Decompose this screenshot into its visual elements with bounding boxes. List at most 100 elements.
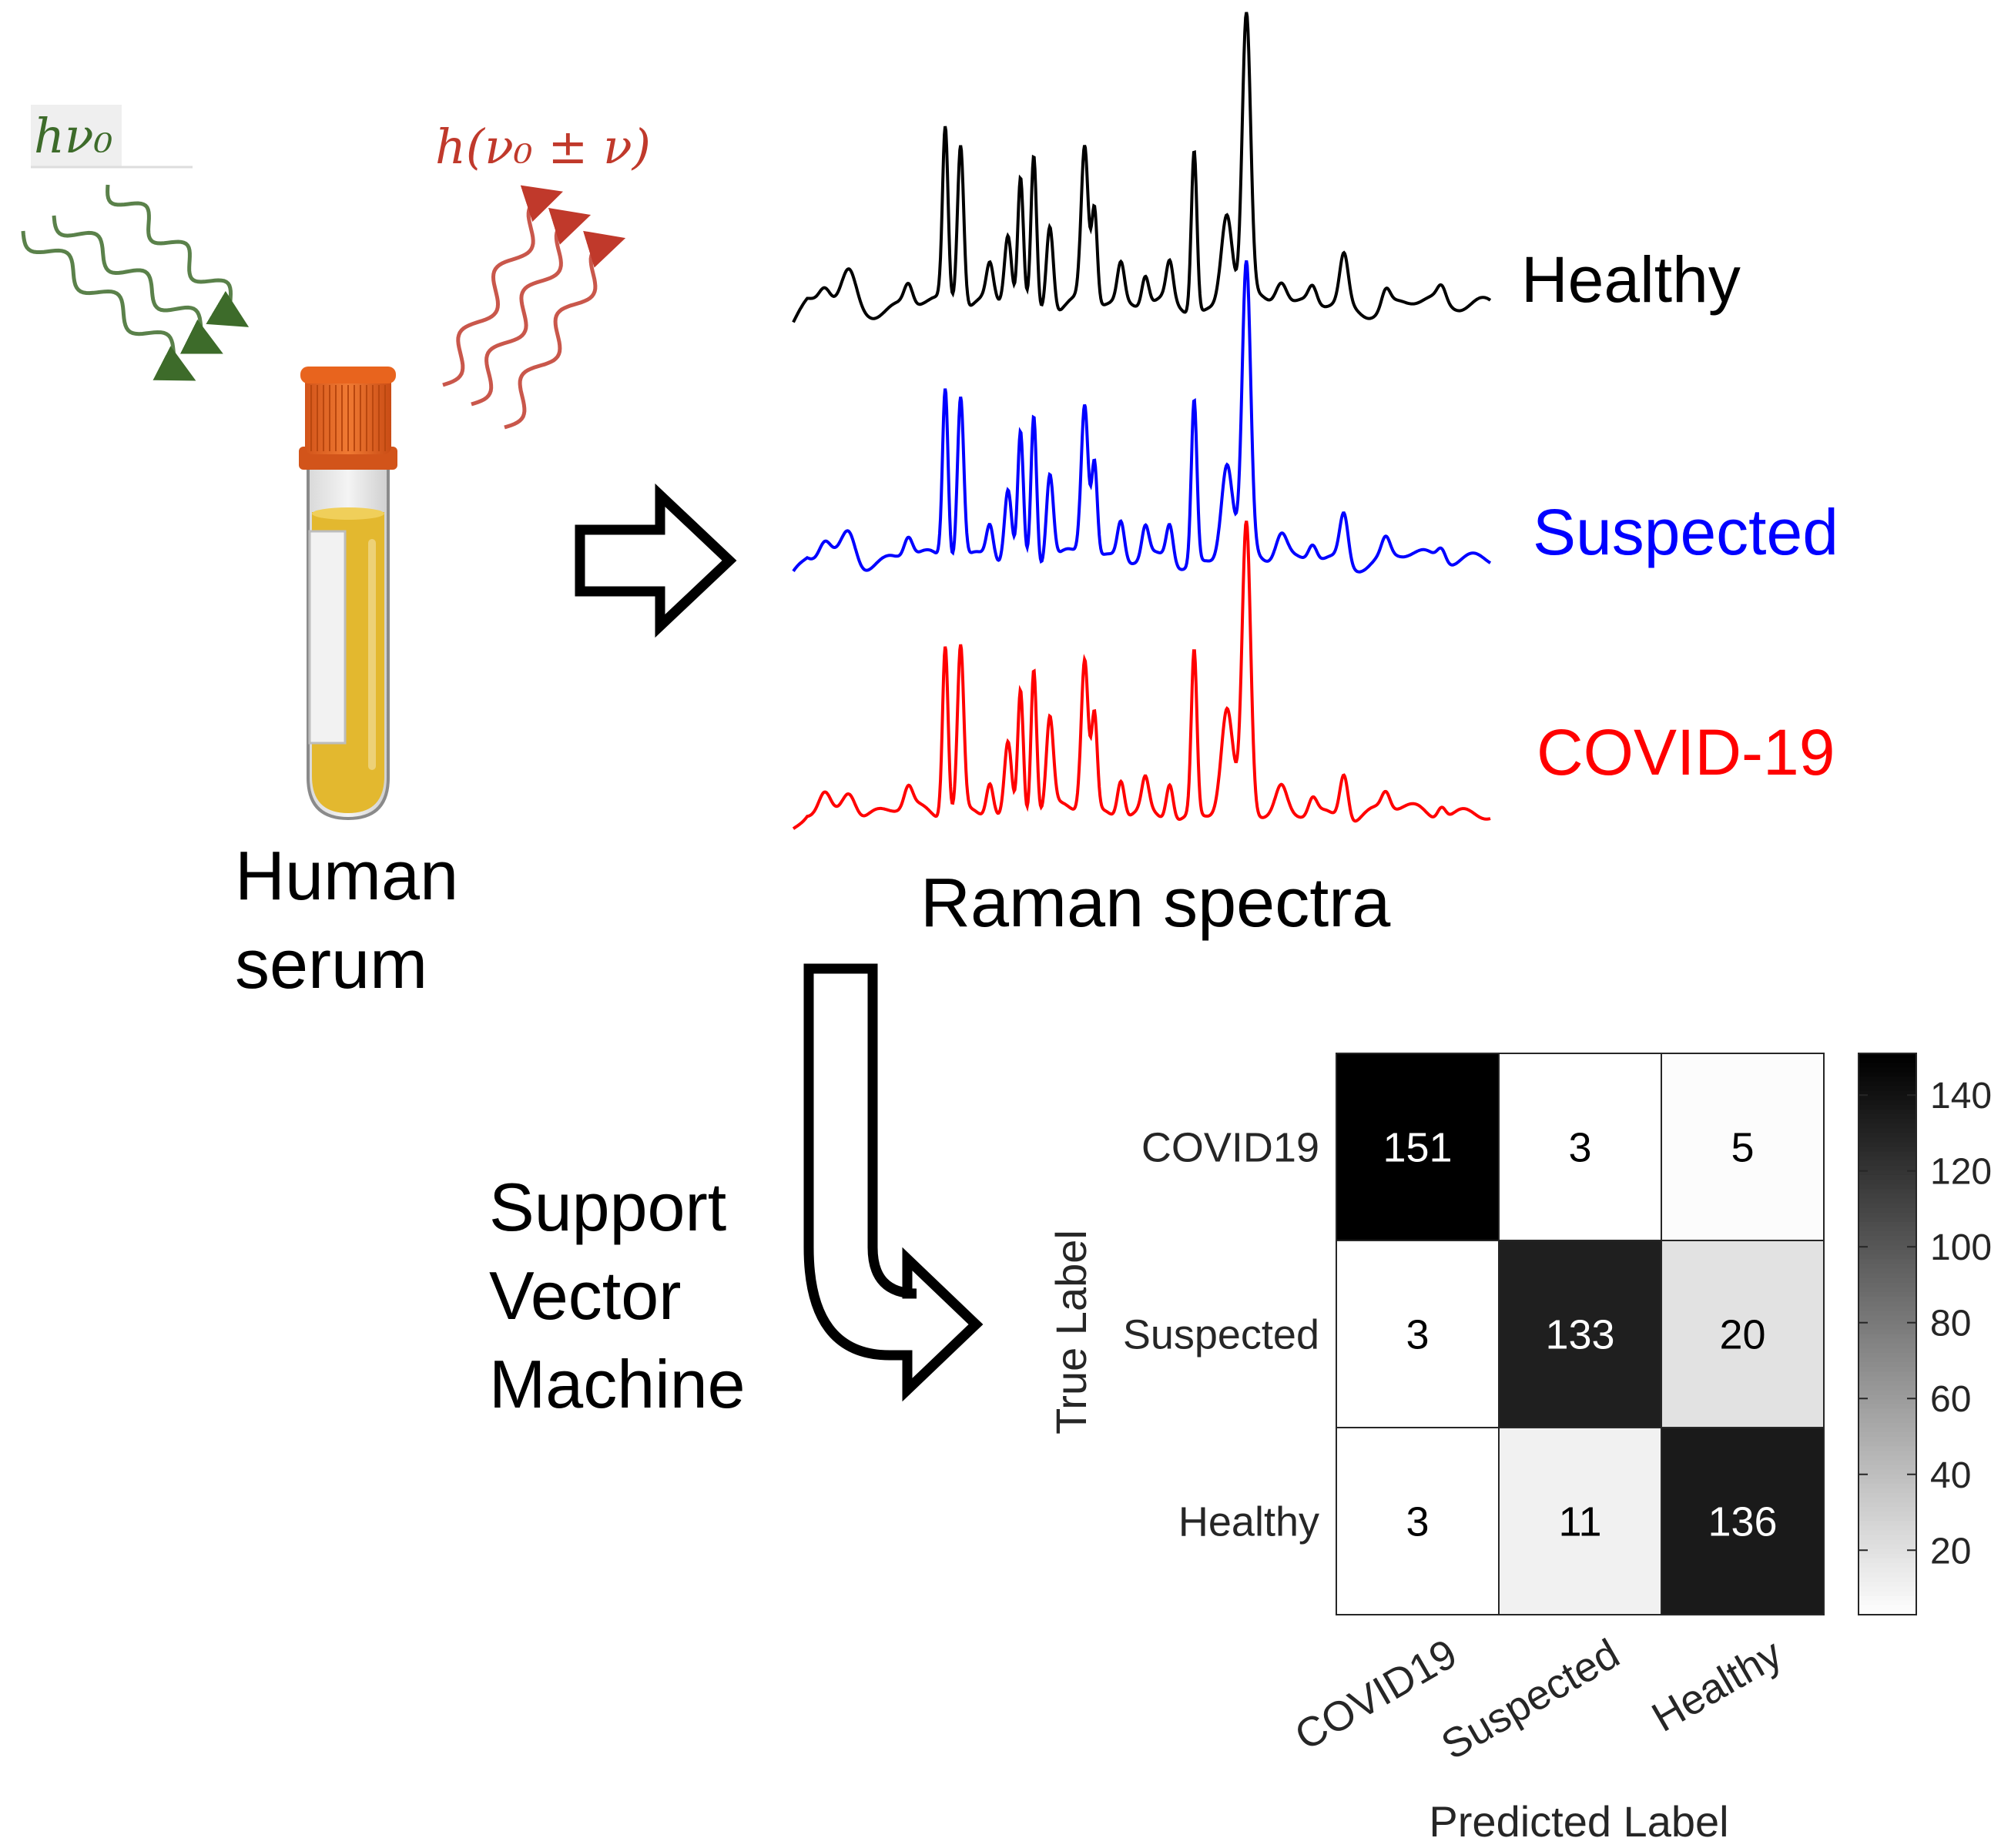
colorbar-band [1859,1268,1916,1274]
y-tick-label: Healthy [1178,1499,1319,1545]
colorbar-band [1859,1591,1916,1597]
colorbar-tick-label: 140 [1930,1076,1992,1116]
method-label-line3: Machine [489,1346,746,1422]
colorbar-band [1859,1568,1916,1574]
colorbar-band [1859,1535,1916,1541]
colorbar-band [1859,1109,1916,1115]
colorbar-band [1859,1422,1916,1428]
colorbar-band [1859,1483,1916,1489]
y-tick-label: COVID19 [1141,1125,1319,1171]
colorbar-band [1859,1067,1916,1073]
sample-label-line2: serum [235,926,427,1003]
incident-photon-label: hν₀ [34,108,113,164]
colorbar-band [1859,1254,1916,1260]
incident-wave-arrow [21,230,196,381]
colorbar-band [1859,1277,1916,1284]
colorbar-band [1859,1198,1916,1204]
colorbar-band [1859,1428,1916,1434]
colorbar-band [1859,1558,1916,1565]
colorbar-tick-label: 100 [1930,1227,1992,1268]
matrix-cell [1661,1240,1825,1428]
colorbar-band [1859,1525,1916,1532]
flow-arrow-right [575,483,737,638]
colorbar-band [1859,1189,1916,1195]
incident-wave-arrow [106,184,250,327]
matrix-cell-value: 136 [1708,1499,1777,1545]
x-axis-label: Predicted Label [1429,1797,1728,1846]
colorbar-band [1859,1226,1916,1232]
colorbar-band [1859,1156,1916,1162]
colorbar-tick-label: 40 [1930,1455,1971,1496]
colorbar-band [1859,1137,1916,1143]
colorbar-band [1859,1357,1916,1363]
colorbar-tick-label: 80 [1930,1304,1971,1344]
matrix-cell-value: 151 [1383,1125,1452,1171]
colorbar-band [1859,1086,1916,1092]
colorbar-band [1859,1502,1916,1508]
colorbar-band [1859,1301,1916,1307]
colorbar-band [1859,1090,1916,1096]
colorbar-band [1859,1324,1916,1331]
matrix-cell [1498,1053,1662,1241]
colorbar-band [1859,1343,1916,1349]
test-tube [299,367,397,821]
colorbar-band [1859,1408,1916,1414]
colorbar-band [1859,1306,1916,1312]
colorbar-band [1859,1455,1916,1461]
colorbar-band [1859,1498,1916,1504]
spectra-title: Raman spectra [920,865,1391,942]
matrix-cell-value: 5 [1731,1125,1754,1171]
colorbar-band [1859,1367,1916,1373]
scattered-wave-arrow [442,185,564,387]
incident-wave-arrow [52,215,223,354]
x-tick-label: COVID19 [1287,1630,1464,1759]
colorbar-band [1859,1095,1916,1101]
colorbar-band [1859,1053,1916,1060]
matrix-cell [1336,1427,1500,1615]
matrix-cell-value: 133 [1545,1312,1614,1358]
scattered-wave-arrow [504,230,626,430]
colorbar-band [1859,1128,1916,1134]
colorbar-band [1859,1165,1916,1171]
colorbar-frame [1858,1053,1917,1615]
colorbar-band [1859,1217,1916,1223]
colorbar-band [1859,1104,1916,1110]
colorbar-band [1859,1521,1916,1527]
colorbar-band [1859,1180,1916,1186]
colorbar-band [1859,1119,1916,1125]
colorbar-band [1859,1123,1916,1130]
incident-photon-label-group: hν₀ [31,105,193,169]
matrix-cell-value: 11 [1558,1499,1601,1545]
matrix-cell-value: 3 [1406,1312,1429,1358]
colorbar-band [1859,1142,1916,1148]
colorbar-band [1859,1469,1916,1475]
colorbar-band [1859,1311,1916,1317]
colorbar-band [1859,1404,1916,1410]
colorbar-band [1859,1203,1916,1209]
colorbar-band [1859,1563,1916,1569]
x-tick-label: Suspected [1434,1630,1627,1769]
colorbar-band [1859,1334,1916,1340]
colorbar-band [1859,1361,1916,1368]
colorbar-band [1859,1582,1916,1588]
colorbar-tick-label: 60 [1930,1379,1971,1420]
scattered-waves [442,185,626,430]
colorbar-band [1859,1287,1916,1293]
sample-label-line1: Human [235,838,458,915]
colorbar-band [1859,1133,1916,1139]
colorbar-band [1859,1437,1916,1443]
colorbar-band [1859,1399,1916,1405]
spectrum-line-suspected [792,260,1492,574]
colorbar-band [1859,1413,1916,1419]
colorbar-band [1859,1348,1916,1354]
colorbar-band [1859,1063,1916,1069]
colorbar-band [1859,1478,1916,1485]
colorbar: 20 40 60 80 100 120 140 [1858,1053,1992,1615]
y-axis-label: True Label [1047,1230,1095,1435]
incident-waves [21,184,250,381]
matrix-cell-value: 3 [1406,1499,1429,1545]
colorbar-band [1859,1381,1916,1387]
label-highlight [31,105,122,168]
colorbar-band [1859,1221,1916,1227]
colorbar-band [1859,1572,1916,1578]
